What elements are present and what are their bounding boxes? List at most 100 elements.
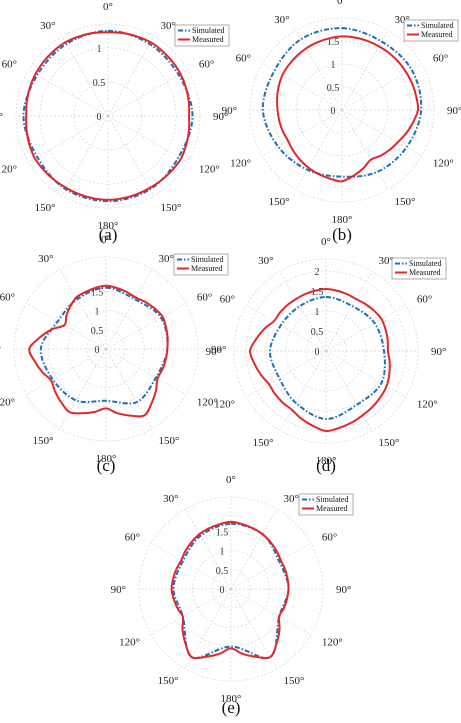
angle-label: 60° — [125, 532, 140, 544]
radial-tick-label: 0.5 — [311, 327, 324, 338]
angle-label: 180° — [332, 214, 353, 226]
angle-label: 60° — [199, 59, 214, 71]
radial-tick-label: 1.5 — [216, 528, 229, 539]
grid-spoke — [279, 271, 327, 352]
angle-label: 150° — [158, 675, 179, 687]
grid-ring — [73, 81, 143, 151]
radial-tick-label: 0 — [97, 112, 102, 123]
grid-spoke — [246, 350, 327, 398]
grid-spoke — [26, 348, 107, 396]
angle-label: 120° — [322, 637, 343, 649]
figure-caption: (b) — [332, 225, 352, 244]
grid-spoke — [184, 588, 232, 669]
grid-ring — [192, 550, 270, 628]
radial-tick-label: 1 — [315, 307, 320, 318]
grid-spoke — [230, 542, 311, 590]
angle-label: 60° — [197, 292, 212, 304]
angle-label: 60° — [0, 292, 15, 304]
angle-label: 90° — [0, 344, 1, 356]
angle-label: 120° — [417, 399, 438, 411]
radial-tick-label: 0 — [331, 106, 336, 117]
legend-entry-simulated: Simulated — [409, 259, 441, 268]
angle-label: 60° — [236, 53, 251, 65]
angle-label: 30° — [40, 20, 55, 32]
series-simulated-line — [22, 29, 194, 203]
grid-spoke — [151, 542, 232, 590]
figure-caption: (a) — [99, 225, 118, 244]
grid-spoke — [105, 269, 153, 350]
angle-label: 90° — [213, 111, 228, 123]
angle-label: 30° — [163, 493, 178, 505]
angle-label: 90° — [0, 111, 3, 123]
angle-label: 180° — [98, 220, 119, 232]
radial-tick-label: 0 — [95, 345, 100, 356]
grid-spoke — [59, 348, 107, 429]
polar-chart-5: 0 0.5 1 1.5 0° 30° 30° 60° 60° 90° 90° 120° 120° 150°… — [111, 474, 354, 717]
grid-spoke — [295, 109, 343, 190]
outer-ring — [138, 496, 324, 682]
angle-label: 0° — [226, 474, 236, 486]
series-measured-line — [276, 35, 420, 183]
angle-label: 150° — [269, 196, 290, 208]
angle-label: 150° — [35, 202, 56, 214]
angle-label: 0° — [103, 1, 113, 13]
legend-entry-simulated: Simulated — [192, 26, 224, 35]
figure-caption: (e) — [222, 698, 241, 717]
angle-label: 60° — [417, 294, 432, 306]
grid-spoke — [295, 30, 343, 111]
grid-spoke — [262, 63, 343, 111]
grid-spoke — [28, 69, 109, 117]
grid-ring — [211, 569, 251, 609]
series-simulated-line — [39, 286, 169, 405]
grid-spoke — [279, 350, 327, 431]
grid-ring — [86, 329, 126, 369]
grid-spoke — [341, 30, 389, 111]
series-measured-line — [25, 31, 191, 201]
angle-label: 120° — [230, 158, 251, 170]
angle-label: 120° — [433, 158, 454, 170]
angle-label: 0° — [101, 234, 111, 246]
angle-label: 30° — [379, 255, 394, 267]
polar-chart-2: 00.511.50°30° 30°60° 60°90° 90°120° 120°150°… — [222, 0, 461, 244]
angle-label: 90° — [447, 105, 461, 117]
series-measured-line — [28, 284, 169, 418]
grid-spoke — [325, 304, 406, 352]
grid-spoke — [341, 109, 389, 190]
radial-tick-label: 1 — [95, 307, 100, 318]
grid-spoke — [325, 350, 373, 431]
polar-chart-1: 0 0.5 1 0° 30° 30° 60° 60° 90° 90° 120° 120° 150° 150… — [0, 1, 230, 244]
angle-label: 0° — [321, 236, 331, 248]
angle-label: 120° — [0, 397, 15, 409]
angle-label: 30° — [161, 20, 176, 32]
radial-tick-label: 1 — [97, 44, 102, 55]
legend-entry-measured: Measured — [316, 504, 348, 513]
angle-label: 180° — [221, 693, 242, 705]
radial-tick-label: 0.5 — [93, 78, 106, 89]
angle-label: 150° — [161, 202, 182, 214]
grid-spoke — [230, 588, 278, 669]
series-measured-line — [170, 520, 290, 660]
angle-label: 120° — [197, 397, 218, 409]
angle-label: 90° — [111, 584, 126, 596]
grid-spoke — [107, 115, 155, 196]
radial-tick-label: 0.5 — [216, 566, 229, 577]
angle-label: 180° — [316, 455, 337, 467]
angle-label: 30° — [284, 493, 299, 505]
radial-tick-label: 1.5 — [91, 288, 104, 299]
grid-spoke — [230, 588, 311, 636]
angle-label: 120° — [119, 637, 140, 649]
radial-tick-label: 0 — [220, 585, 225, 596]
grid-spoke — [28, 115, 109, 163]
polar-chart-4: 00.511.520°30° 30°60° 60°90° 90°120° 120°150… — [206, 236, 447, 475]
radial-tick-label: 2 — [315, 267, 320, 278]
grid-spoke — [59, 269, 107, 350]
grid-spoke — [151, 588, 232, 636]
figure-caption: (d) — [316, 456, 336, 475]
angle-label: 0° — [337, 0, 347, 7]
grid-spoke — [105, 348, 153, 429]
angle-label: 120° — [0, 164, 17, 176]
angle-label: 30° — [159, 253, 174, 265]
